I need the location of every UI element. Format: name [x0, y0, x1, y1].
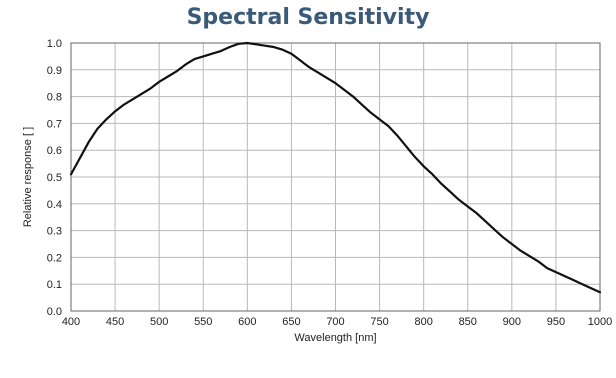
tick-labels: 400 450 500 550 600 650 700 750 800 850 900 950 1000… [47, 38, 613, 328]
y-tick-label: 1.0 [47, 38, 62, 50]
x-tick-label: 950 [547, 316, 565, 328]
y-tick-label: 0.5 [47, 172, 62, 184]
y-tick-label: 0.3 [47, 226, 62, 238]
x-tick-label: 500 [150, 316, 168, 328]
y-tick-label: 0.9 [47, 65, 62, 77]
x-tick-label: 650 [282, 316, 300, 328]
y-tick-label: 0.6 [47, 145, 62, 157]
x-tick-label: 800 [414, 316, 432, 328]
x-tick-label: 850 [459, 316, 477, 328]
x-tick-label: 450 [106, 316, 124, 328]
y-tick-label: 0.2 [47, 252, 62, 264]
chart-title: Spectral Sensitivity [186, 5, 430, 30]
x-axis-label: Wavelength [nm] [294, 332, 376, 344]
plot-frame [70, 42, 601, 312]
x-tick-label: 700 [326, 316, 344, 328]
y-axis-label: Relative response [ ] [22, 127, 34, 227]
y-tick-label: 0.4 [47, 199, 62, 211]
x-tick-label: 900 [503, 316, 521, 328]
y-tick-label: 0.1 [47, 279, 62, 291]
x-tick-label: 550 [194, 316, 212, 328]
series-line [69, 41, 602, 294]
x-tick-label: 750 [370, 316, 388, 328]
y-tick-label: 0.0 [47, 306, 62, 318]
y-tick-label: 0.7 [47, 118, 62, 130]
x-tick-label: 1000 [588, 316, 612, 328]
x-tick-label: 600 [238, 316, 256, 328]
grid [70, 42, 601, 312]
x-tick-label: 400 [62, 316, 80, 328]
series-layer [69, 41, 602, 294]
y-tick-label: 0.8 [47, 92, 62, 104]
